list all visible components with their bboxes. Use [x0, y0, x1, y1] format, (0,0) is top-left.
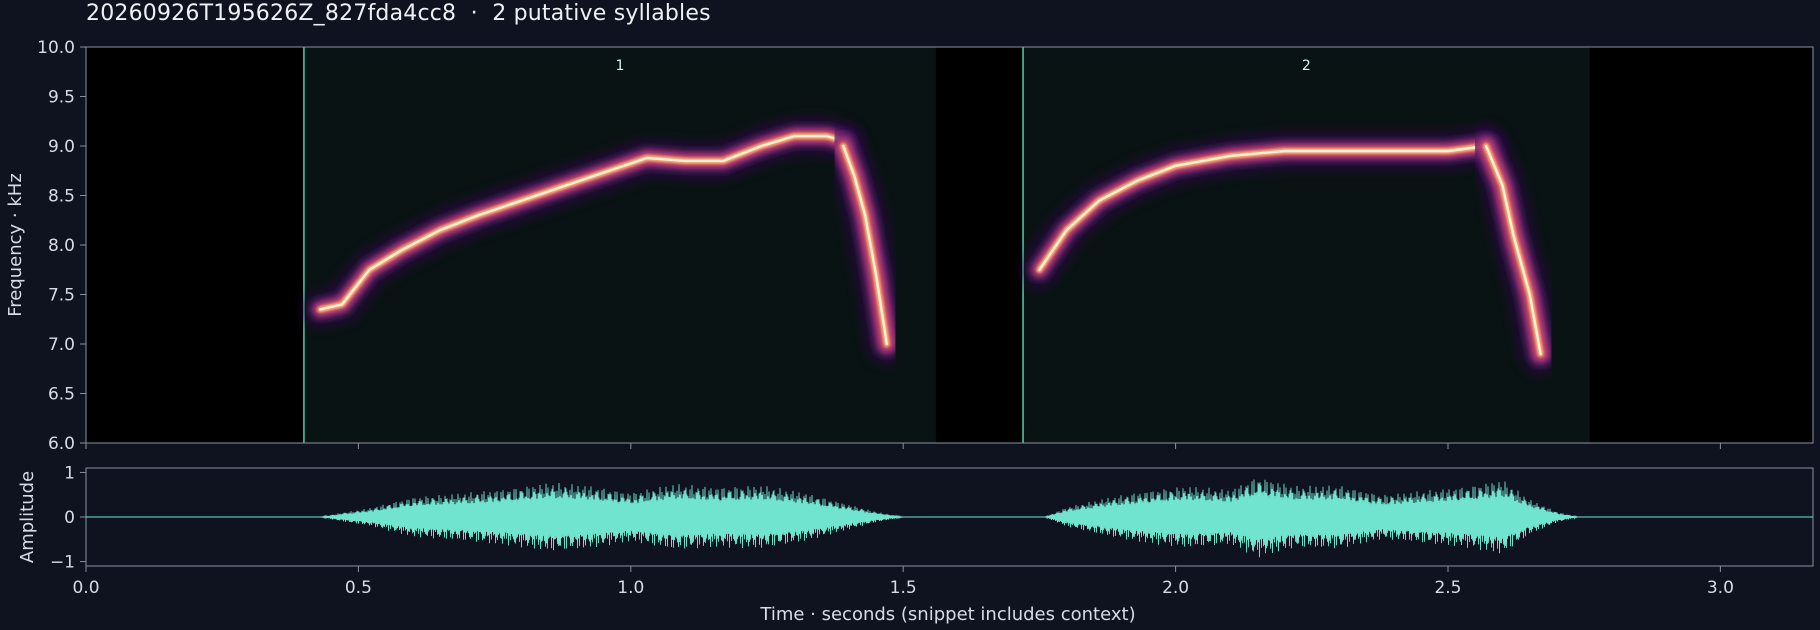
frequency-ticks: 6.0 6.5 7.0 7.5 8.0 8.5 9.0 9.5 10.0: [37, 38, 86, 454]
time-axis-label: Time · seconds (snippet includes context…: [759, 604, 1135, 625]
waveform-signal: [86, 479, 1813, 558]
time-tick-label: 1.5: [890, 578, 917, 598]
ridge-2: [826, 129, 904, 361]
ridge-4: [1469, 129, 1558, 371]
syllable-region-2: [1023, 47, 1590, 443]
time-tick-label: 2.5: [1434, 578, 1461, 598]
frequency-tick-label: 9.5: [48, 88, 75, 108]
frequency-tick-label: 7.0: [48, 335, 75, 355]
time-ticks: 0.0 0.5 1.0 1.5 2.0 2.5 3.0: [72, 566, 1734, 598]
syllable-label-2: 2: [1302, 58, 1311, 74]
time-tick-label: 0.5: [345, 578, 372, 598]
chart-title: 20260926T195626Z_827fda4cc8 · 2 putative…: [86, 1, 711, 26]
spectrogram-panel: 1 2 6.0 6.5 7.0 7.5 8.0 8.5 9.0 9.5 10.0 Frequenc…: [5, 38, 1814, 454]
frequency-tick-label: 10.0: [37, 38, 75, 58]
amplitude-ticks: −1 0 1: [50, 463, 86, 573]
frequency-axis-label: Frequency · kHz: [5, 173, 26, 317]
ridge-1: [305, 121, 859, 325]
time-tick-label: 2.0: [1162, 578, 1189, 598]
amplitude-tick-label: 1: [64, 463, 75, 483]
amplitude-axis-label: Amplitude: [17, 471, 38, 563]
time-tick-label: 1.0: [617, 578, 644, 598]
frequency-tick-label: 6.0: [48, 434, 75, 454]
waveform-panel: −1 0 1 0.0 0.5 1.0 1.5 2.0 2.5 3.0 Amplitude Tim…: [17, 463, 1814, 625]
waveform-trace: [86, 479, 1813, 558]
amplitude-tick-label: −1: [50, 553, 75, 573]
time-tick-label: 3.0: [1707, 578, 1734, 598]
spectrogram-time-ticks: [85, 443, 1721, 449]
frequency-tick-label: 9.0: [48, 137, 75, 157]
frequency-tick-label: 7.5: [48, 286, 75, 306]
frequency-tick-label: 8.5: [48, 187, 75, 207]
spectral-ridges: [305, 121, 1558, 371]
frequency-tick-label: 8.0: [48, 236, 75, 256]
frequency-tick-label: 6.5: [48, 385, 75, 405]
amplitude-tick-label: 0: [64, 508, 75, 528]
time-tick-label: 0.0: [72, 578, 99, 598]
ridge-3: [1024, 131, 1502, 285]
syllable-label-1: 1: [615, 58, 624, 74]
